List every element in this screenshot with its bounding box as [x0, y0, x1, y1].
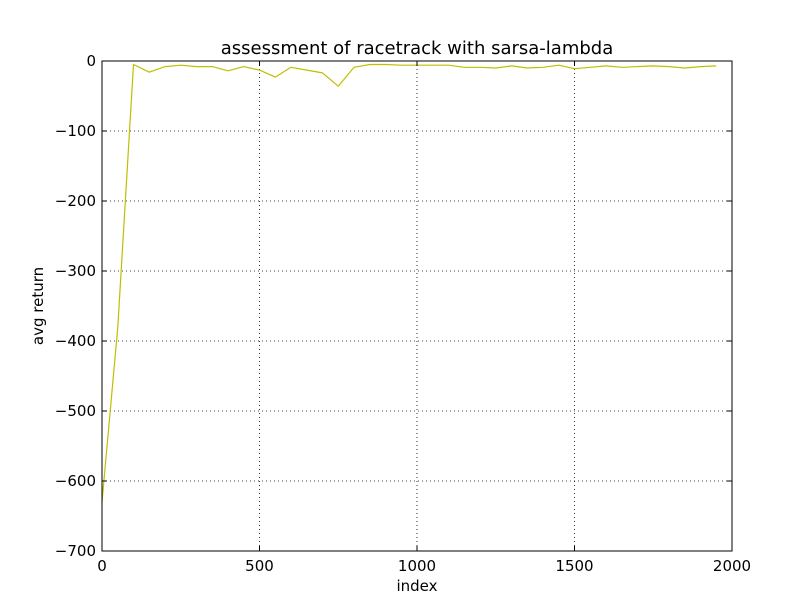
- y-tick-label: −500: [55, 402, 96, 420]
- y-axis-label: avg return: [29, 267, 47, 345]
- y-tick-label: −700: [55, 542, 96, 560]
- series-line: [101, 63, 717, 503]
- x-tick-label: 0: [97, 557, 107, 575]
- y-tick-label: −200: [55, 192, 96, 210]
- y-tick-label: −100: [55, 122, 96, 140]
- x-tick-label: 1000: [398, 557, 436, 575]
- x-tick-label: 1500: [555, 557, 593, 575]
- ticks: [101, 60, 733, 552]
- chart-title: assessment of racetrack with sarsa-lambd…: [221, 38, 613, 59]
- y-tick-label: −300: [55, 262, 96, 280]
- series-layer: [101, 63, 717, 503]
- y-tick-label: −600: [55, 472, 96, 490]
- y-tick-label: −400: [55, 332, 96, 350]
- x-tick-label: 500: [245, 557, 274, 575]
- grid: [102, 61, 732, 551]
- y-tick-label: 0: [86, 52, 96, 70]
- x-tick-label: 2000: [713, 557, 751, 575]
- x-axis-label: index: [396, 577, 437, 595]
- tick-labels: 0 500 1000 1500 2000 0 −100 −200 −300 −400 −500 −60…: [55, 52, 751, 575]
